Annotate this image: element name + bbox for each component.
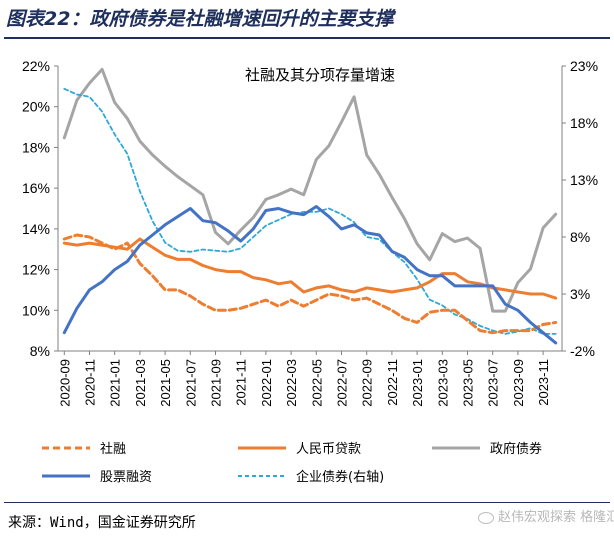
x-tick-label: 2023-09 — [511, 359, 526, 407]
line-rmb-loans — [62, 237, 558, 300]
chart-legend: 社融 人民币贷款 政府债券 股票融资 企业债券(右轴) — [0, 434, 614, 494]
x-tick-label: 2023-11 — [536, 359, 551, 406]
x-tick-label: 2022-03 — [284, 359, 299, 407]
left-tick-label: 22% — [22, 58, 50, 74]
legend-label-corp-bonds: 企业债券(右轴) — [296, 470, 385, 485]
x-tick-label: 2023-01 — [410, 359, 425, 407]
right-tick-label: 18% — [570, 115, 598, 131]
legend-label-stocks: 股票融资 — [100, 470, 153, 485]
left-tick-label: 14% — [22, 221, 50, 237]
line-shehui — [62, 233, 558, 335]
legend-item-corp-bonds: 企业债券(右轴) — [236, 466, 384, 485]
left-tick-label: 10% — [22, 302, 50, 318]
legend-swatch-stocks — [42, 474, 90, 477]
x-tick-label: 2021-03 — [133, 359, 148, 407]
x-tick-label: 2022-09 — [360, 359, 375, 407]
right-tick-label: 3% — [570, 286, 590, 302]
chart-inner-title: 社融及其分项存量增速 — [245, 66, 395, 84]
x-tick-label: 2021-01 — [108, 359, 123, 407]
left-tick-label: 12% — [22, 262, 50, 278]
line-gov-bonds — [62, 67, 558, 313]
wechat-icon — [478, 511, 494, 524]
legend-label-rmb-loans: 人民币贷款 — [296, 442, 362, 457]
left-tick-label: 20% — [22, 99, 50, 115]
legend-item-rmb-loans: 人民币贷款 — [236, 438, 361, 457]
right-tick-label: 8% — [570, 229, 590, 245]
right-tick-label: -2% — [570, 343, 595, 359]
x-tick-label: 2022-11 — [385, 359, 400, 406]
x-tick-label: 2020-09 — [57, 359, 72, 407]
x-tick-label: 2021-07 — [183, 359, 198, 407]
x-tick-label: 2022-05 — [309, 359, 324, 407]
left-tick-label: 8% — [30, 343, 50, 359]
x-tick-label: 2022-07 — [335, 359, 350, 407]
watermark: 赵伟宏观探索 格隆汇 — [478, 506, 614, 525]
x-tick-label: 2023-05 — [461, 359, 476, 407]
title-divider — [4, 37, 610, 39]
legend-swatch-shehui — [42, 446, 90, 449]
legend-swatch-rmb-loans — [238, 446, 286, 449]
right-tick-label: 23% — [570, 58, 598, 74]
line-chart: 8% 10% 12% 14% 16% 18% 20% 22% -2% 3% 8% 13% 18% 23% 2… — [22, 58, 598, 407]
x-tick-label: 2023-07 — [486, 359, 501, 407]
legend-swatch-gov-bonds — [432, 446, 480, 449]
footer-divider — [4, 502, 610, 503]
legend-swatch-corp-bonds — [238, 474, 286, 477]
x-tick-label: 2021-09 — [209, 359, 224, 407]
left-tick-label: 18% — [22, 139, 50, 155]
x-tick-label: 2021-05 — [158, 359, 173, 407]
left-tick-label: 16% — [22, 180, 50, 196]
watermark-text: 赵伟宏观探索 格隆汇 — [498, 510, 614, 525]
x-tick-label: 2023-03 — [435, 359, 450, 407]
figure-title: 图表22：政府债券是社融增速回升的主要支撑 — [6, 8, 394, 30]
legend-item-shehui: 社融 — [40, 438, 126, 457]
line-stocks — [62, 205, 558, 345]
right-tick-label: 13% — [570, 172, 598, 188]
legend-item-stocks: 股票融资 — [40, 466, 152, 485]
x-tick-label: 2022-01 — [259, 359, 274, 407]
x-tick-label: 2021-11 — [234, 359, 249, 406]
legend-item-gov-bonds: 政府债券 — [430, 438, 542, 457]
legend-label-gov-bonds: 政府债券 — [490, 442, 543, 457]
x-tick-label: 2020-11 — [83, 359, 98, 406]
legend-label-shehui: 社融 — [100, 442, 127, 457]
source-note: 来源：Wind，国金证券研究所 — [8, 515, 196, 531]
